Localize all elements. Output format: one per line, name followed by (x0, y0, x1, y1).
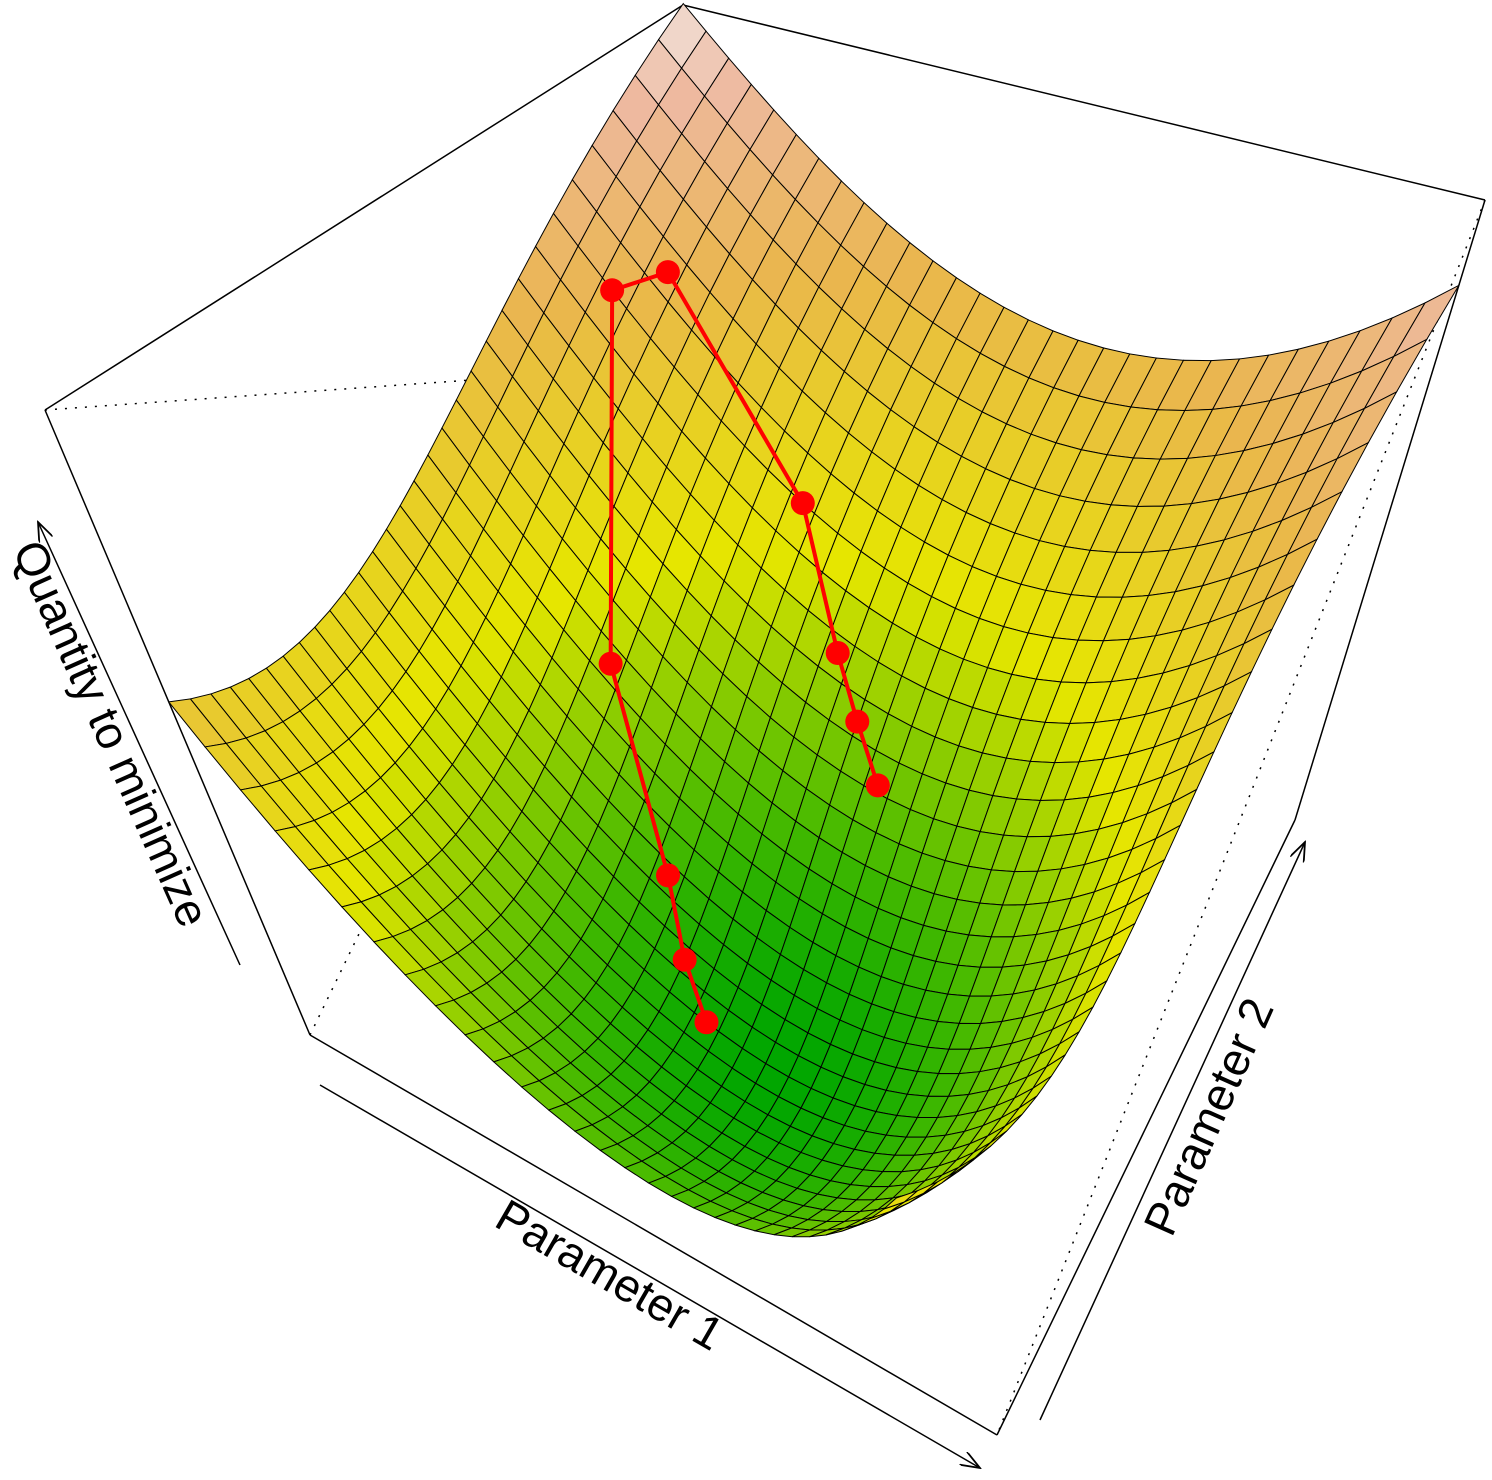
path-point (655, 863, 680, 888)
box-edge (682, 4, 1486, 201)
path-point (655, 260, 680, 285)
box-edge (309, 1034, 998, 1436)
z-axis-arrow (38, 522, 241, 966)
x-axis-label: Parameter 1 (487, 1189, 732, 1361)
y-axis-label: Parameter 2 (1133, 990, 1283, 1242)
surface-facet (883, 1190, 918, 1210)
path-point (600, 278, 625, 303)
box-edge (996, 819, 1296, 1436)
path-layer (598, 260, 890, 1035)
box-edge (996, 199, 1486, 1436)
y-axis-arrow (1039, 842, 1305, 1421)
x-axis-arrow (319, 1084, 980, 1468)
box-edge (1294, 199, 1486, 821)
path-point (672, 947, 697, 972)
z-axis-label: Quantity to minimize (3, 533, 220, 935)
path-point (825, 641, 850, 666)
path-point (865, 773, 890, 798)
path-point (845, 709, 870, 734)
path-point (790, 491, 815, 516)
path-line (608, 269, 880, 1023)
box-edge (44, 4, 684, 411)
surface (167, 2, 1461, 1238)
path-point (694, 1010, 719, 1035)
path-point (598, 651, 623, 676)
box-edge (44, 409, 311, 1036)
